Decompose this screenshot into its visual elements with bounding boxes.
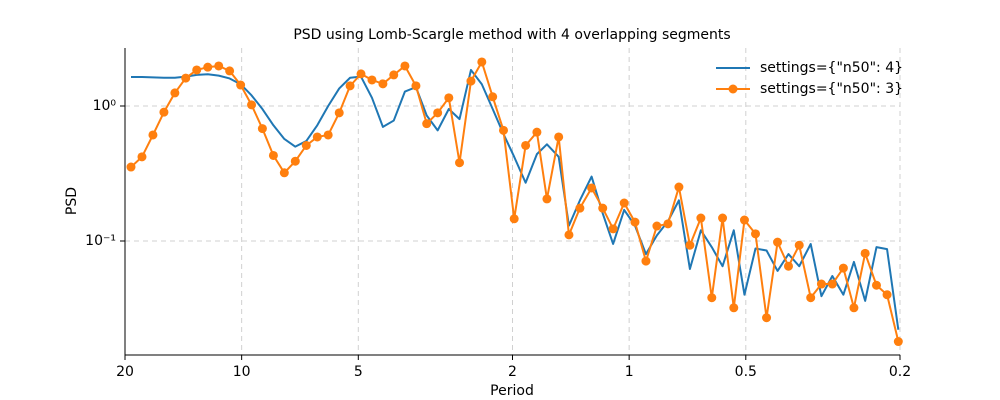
- data-point: [554, 132, 564, 142]
- data-point: [312, 132, 322, 142]
- data-point: [641, 256, 651, 266]
- series-line: [131, 68, 900, 330]
- data-point: [685, 240, 695, 250]
- data-point: [279, 168, 289, 178]
- x-tick-label: 0.5: [735, 364, 757, 380]
- data-point: [498, 125, 508, 135]
- y-tick-label: 10⁻¹: [85, 233, 116, 249]
- y-tick-label: 10⁰: [93, 98, 117, 114]
- legend-label: settings={"n50": 4}: [760, 60, 903, 76]
- data-point: [290, 156, 300, 166]
- data-point: [203, 62, 213, 72]
- data-point: [509, 214, 519, 224]
- data-point: [367, 75, 377, 85]
- x-tick-label: 20: [116, 364, 134, 380]
- data-point: [849, 303, 859, 313]
- data-point: [674, 182, 684, 192]
- data-point: [488, 92, 498, 102]
- data-point: [542, 194, 552, 204]
- data-point: [750, 229, 760, 239]
- data-point: [433, 108, 443, 118]
- data-point: [652, 221, 662, 231]
- data-point: [236, 80, 246, 90]
- data-point: [630, 217, 640, 227]
- x-tick-label: 1: [625, 364, 634, 380]
- data-point: [838, 263, 848, 273]
- data-point: [148, 130, 158, 140]
- data-point: [608, 224, 618, 234]
- x-tick-label: 10: [233, 364, 251, 380]
- data-point: [860, 248, 870, 258]
- data-point: [783, 261, 793, 271]
- data-point: [619, 198, 629, 208]
- data-point: [598, 203, 608, 213]
- data-point: [882, 290, 892, 300]
- data-point: [268, 150, 278, 160]
- x-tick-label: 0.2: [889, 364, 911, 380]
- data-point: [794, 240, 804, 250]
- data-point: [477, 57, 487, 67]
- data-point: [762, 313, 772, 323]
- data-point: [696, 213, 706, 223]
- x-tick-label: 5: [354, 364, 363, 380]
- data-point: [444, 93, 454, 103]
- series-line: [130, 60, 900, 342]
- data-point: [378, 79, 388, 89]
- x-tick-label: 2: [508, 364, 517, 380]
- data-point: [663, 219, 673, 229]
- data-point: [214, 61, 224, 71]
- data-point: [806, 293, 816, 303]
- data-point: [345, 81, 355, 91]
- data-point: [532, 127, 542, 137]
- data-point: [192, 65, 202, 75]
- data-point: [170, 88, 180, 98]
- data-point: [707, 293, 717, 303]
- data-point: [356, 69, 366, 79]
- data-point: [159, 107, 169, 117]
- x-axis-label: Period: [490, 383, 534, 399]
- data-point: [334, 108, 344, 118]
- data-point: [301, 140, 311, 150]
- data-point: [389, 70, 399, 80]
- data-point: [225, 66, 235, 76]
- data-point: [422, 119, 432, 129]
- data-point: [181, 73, 191, 83]
- data-point: [587, 183, 597, 193]
- data-point: [893, 337, 903, 347]
- data-point: [400, 61, 410, 71]
- legend-marker: [728, 84, 738, 94]
- data-point: [564, 230, 574, 240]
- chart-title: PSD using Lomb-Scargle method with 4 ove…: [293, 27, 730, 43]
- data-point: [773, 237, 783, 247]
- data-point: [466, 76, 476, 86]
- data-point: [126, 162, 136, 172]
- data-point: [257, 124, 267, 134]
- data-point: [816, 279, 826, 289]
- y-axis-label: PSD: [64, 187, 80, 215]
- data-point: [521, 140, 531, 150]
- data-point: [455, 158, 465, 168]
- data-point: [411, 81, 421, 91]
- data-point: [718, 213, 728, 223]
- data-point: [871, 280, 881, 290]
- data-point: [739, 215, 749, 225]
- data-point: [575, 203, 585, 213]
- data-point: [137, 152, 147, 162]
- data-point: [247, 100, 257, 110]
- data-point: [323, 130, 333, 140]
- data-point: [827, 279, 837, 289]
- data-point: [729, 303, 739, 313]
- legend-label: settings={"n50": 3}: [760, 81, 903, 97]
